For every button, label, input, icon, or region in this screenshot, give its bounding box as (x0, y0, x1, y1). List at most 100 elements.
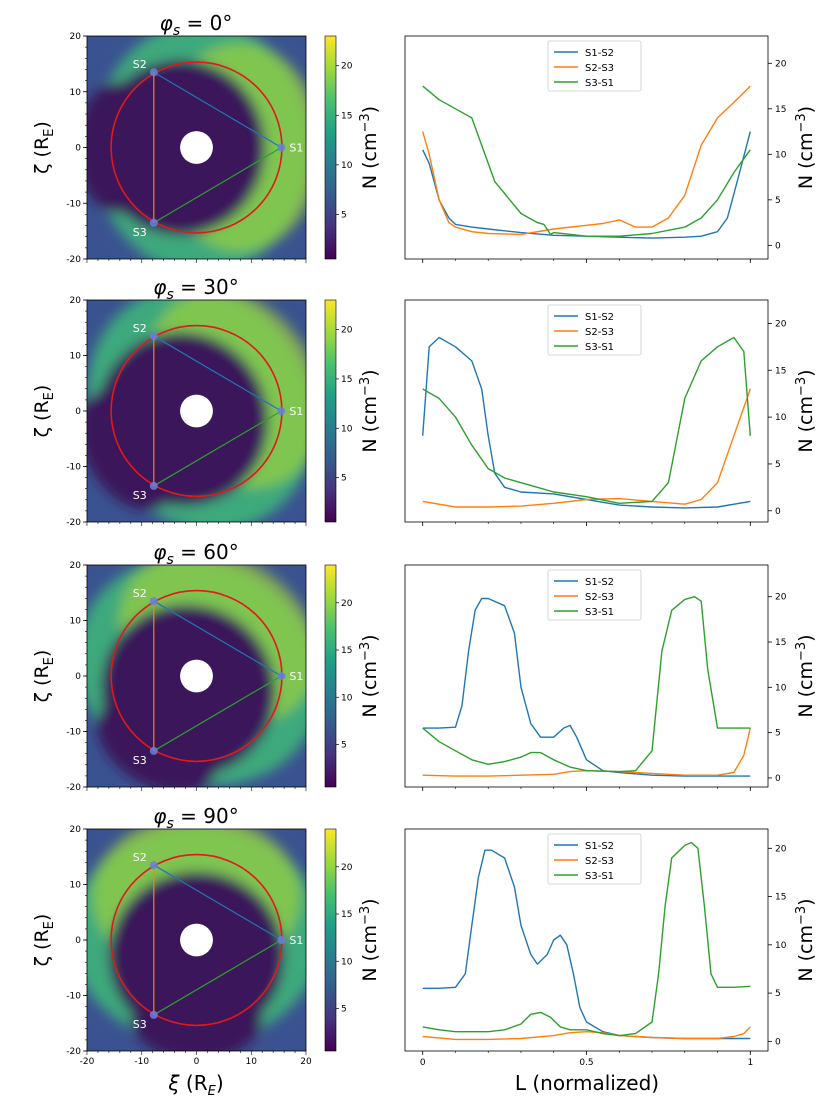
legend-label-s3s1: S3-S1 (585, 342, 614, 353)
colorbar-label-sup: −3 (358, 113, 373, 132)
station-label-s1: S1 (289, 670, 303, 683)
map-ytick-label: -10 (66, 728, 81, 738)
edge-s3-s1 (153, 410, 282, 487)
colorbar-label-sup: −3 (358, 906, 373, 925)
plot-xtick-label: 0 (420, 1058, 426, 1068)
edge-s1-s2 (153, 335, 282, 412)
plot-frame (404, 35, 769, 260)
tail-cavity (87, 81, 164, 214)
colorbar-label-close: ) (359, 634, 381, 641)
colorbar-tick-label: 15 (341, 910, 352, 920)
xi-axis-label: ξ (RE) (167, 1071, 223, 1099)
bottom-labels: ξ (RE) L (normalized) (167, 1071, 659, 1099)
edge-s1-s2 (153, 864, 282, 941)
map-ytick-label: -10 (66, 199, 81, 209)
map-xtick-label: -20 (80, 1057, 95, 1067)
series-line-s2s3 (422, 85, 751, 236)
title-value: = 0° (180, 11, 232, 35)
plot-ytick-label: 5 (775, 196, 781, 206)
zeta-axis-sub: E (42, 129, 57, 137)
station-label-s3: S3 (133, 754, 147, 767)
title-phi-sub: s (173, 23, 180, 39)
station-marker-s3 (149, 1010, 158, 1019)
density-map (87, 829, 306, 1051)
colorbar-tick-label: 15 (341, 646, 352, 656)
plot-ytick-label: 5 (775, 989, 781, 999)
plot-ylabel-close: ) (795, 634, 817, 641)
colorbar-tick-label: 5 (341, 740, 347, 750)
legend-label-s1s2: S1-S2 (585, 841, 614, 852)
title-phi-sub: s (166, 816, 173, 832)
map-ytick-label: -20 (66, 518, 81, 528)
colorbar-tick-label: 10 (341, 957, 353, 967)
colorbar-tick-label: 15 (341, 111, 352, 121)
title-value: = 30° (174, 275, 239, 299)
tail-cavity (130, 972, 263, 1051)
colorbar-tick-label: 5 (341, 1004, 347, 1014)
colorbar (324, 35, 337, 260)
colorbar-tick-label: 20 (341, 863, 353, 873)
map-xtick-label: 10 (246, 1057, 258, 1067)
plot-ylabel: N (cm−3) (794, 898, 817, 981)
planet-disk (180, 131, 213, 164)
station-marker-s1 (277, 143, 286, 152)
colorbar-tick-label: 20 (341, 326, 353, 336)
plot-ytick-label: 15 (775, 366, 786, 376)
colorbar-tick-label: 10 (341, 424, 353, 434)
colorbar-label: N (cm−3) (358, 898, 381, 981)
map-ytick-label: -20 (66, 1047, 81, 1057)
map-ytick-label: 20 (70, 825, 82, 835)
panel-title: φs = 0° (160, 11, 233, 39)
panel-1: S1 S2 S3 -20 -10 0 10 20 ζ (RE) φs = 30° 5 10 15 20 N … (31, 275, 817, 528)
edge-s3-s1 (153, 939, 282, 1016)
plot-ytick-label: 15 (775, 638, 786, 648)
station-label-s1: S1 (289, 405, 303, 418)
series-line-s1s2 (422, 336, 751, 509)
map-ytick-label: -10 (66, 992, 81, 1002)
density-map (87, 300, 306, 522)
station-marker-s1 (277, 672, 286, 680)
colorbar-tick-label: 10 (341, 161, 353, 171)
plot-ylabel-close: ) (795, 898, 817, 905)
tail-cavity (97, 692, 220, 787)
map-ytick-label: 10 (70, 88, 82, 98)
zeta-axis-label: ζ (RE) (31, 121, 57, 174)
colorbar-label: N (cm−3) (358, 106, 381, 189)
title-phi: φ (153, 804, 166, 828)
edge-s1-s2 (153, 600, 282, 677)
plot-ytick-label: 20 (775, 844, 787, 854)
edge-s1-s2 (153, 71, 282, 149)
xi-axis-sub: E (208, 1084, 217, 1099)
station-label-s1: S1 (289, 142, 303, 155)
station-marker-s3 (149, 218, 158, 227)
station-label-s2: S2 (133, 322, 147, 335)
series-line-s3s1 (422, 336, 751, 504)
map-ytick-label: 10 (70, 881, 82, 891)
zeta-axis-close: ) (31, 650, 53, 657)
colorbar-tick-label: 20 (341, 599, 353, 609)
colorbar-tick-label: 5 (341, 210, 347, 220)
colorbar-label-sup: −3 (358, 642, 373, 661)
legend-label-s1s2: S1-S2 (585, 577, 614, 588)
map-ytick-label: -20 (66, 255, 81, 265)
station-label-s2: S2 (133, 851, 147, 864)
title-value: = 60° (174, 540, 239, 564)
colorbar (324, 564, 337, 788)
panel-title: φs = 60° (153, 540, 238, 568)
zeta-axis-close: ) (31, 385, 53, 392)
station-label-s1: S1 (289, 934, 303, 947)
legend-box (547, 40, 642, 92)
series-line-s1s2 (422, 131, 751, 239)
map-ytick-label: 20 (70, 32, 82, 42)
plot-ytick-label: 10 (775, 941, 787, 951)
zeta-axis-label: ζ (RE) (31, 385, 57, 438)
planet-disk (180, 394, 213, 428)
plot-ylabel: N (cm−3) (794, 634, 817, 717)
colorbar-tick-label: 5 (341, 474, 347, 484)
title-phi: φ (153, 540, 166, 564)
station-label-s3: S3 (133, 1018, 147, 1031)
colorbar-tick-label: 10 (341, 693, 353, 703)
plot-ytick-label: 5 (775, 460, 781, 470)
